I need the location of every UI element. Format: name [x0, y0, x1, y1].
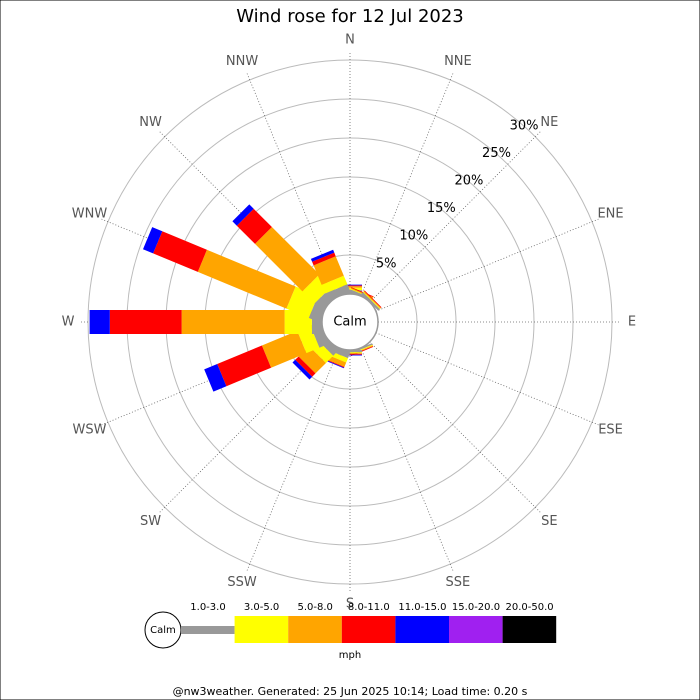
bar-segment	[109, 310, 182, 334]
legend-swatch	[502, 616, 557, 643]
bar-segment	[312, 252, 336, 266]
spoke	[158, 130, 331, 303]
direction-label: NNW	[226, 54, 258, 69]
spoke	[360, 72, 454, 297]
direction-label: NW	[139, 115, 162, 130]
calm-label: Calm	[333, 315, 366, 330]
r-tick-label: 5%	[376, 256, 397, 271]
bar-segment	[153, 231, 207, 272]
direction-label: E	[628, 315, 636, 330]
bar-segment	[313, 256, 344, 285]
spoke	[375, 218, 600, 312]
direction-label: SSE	[446, 575, 471, 590]
bar-segment	[292, 359, 313, 380]
direction-label: SSW	[227, 575, 257, 590]
spoke	[375, 332, 600, 426]
bar-segment	[325, 284, 351, 301]
bar-segment	[204, 364, 227, 392]
legend-label: 20.0-50.0	[506, 602, 554, 613]
bar-segment	[363, 291, 381, 309]
bar-segment	[295, 356, 316, 377]
r-tick-label: 20%	[454, 174, 483, 189]
bar-segment	[261, 330, 307, 368]
direction-label: ENE	[597, 207, 623, 222]
bar-segment	[236, 208, 272, 244]
legend-label: 8.0-11.0	[348, 602, 390, 613]
spoke	[246, 72, 340, 297]
bar-segment	[363, 291, 381, 309]
direction-label: WNW	[72, 207, 108, 222]
r-tick-label: 10%	[399, 229, 428, 244]
spoke	[360, 347, 454, 572]
legend-swatch	[341, 616, 396, 643]
direction-label: NNE	[444, 54, 472, 69]
legend-label: 5.0-8.0	[297, 602, 332, 613]
r-tick-label: 30%	[510, 118, 539, 133]
bar-segment	[143, 227, 163, 254]
legend-swatch	[288, 616, 342, 643]
spoke	[369, 341, 542, 514]
chart-title: Wind rose for 12 Jul 2023	[236, 6, 464, 27]
legend-swatch	[181, 626, 235, 634]
bar-segment	[361, 292, 380, 311]
bar-segment	[364, 290, 382, 308]
direction-label: N	[345, 33, 355, 48]
bar-segment	[232, 204, 254, 226]
spoke	[246, 347, 340, 572]
r-tick-label: 15%	[427, 201, 456, 216]
bar-segment	[197, 249, 296, 309]
direction-label: ESE	[598, 422, 623, 437]
direction-label: SE	[541, 514, 557, 529]
spoke	[158, 341, 331, 514]
bar-segment	[89, 310, 110, 334]
r-tick-label: 25%	[482, 146, 511, 161]
legend-label: 1.0-3.0	[190, 602, 225, 613]
bar-segment	[310, 249, 335, 262]
spoke	[369, 130, 542, 303]
direction-label: SW	[140, 514, 161, 529]
legend-swatch	[395, 616, 449, 643]
bar-segment	[321, 275, 348, 294]
legend-swatch	[449, 616, 503, 643]
calm-circle	[321, 293, 379, 351]
legend-label: 11.0-15.0	[398, 602, 446, 613]
legend-swatch	[234, 616, 289, 643]
unit-label: mph	[339, 650, 361, 661]
bar-segment	[181, 310, 285, 334]
direction-label: WSW	[72, 422, 106, 437]
legend-label: 15.0-20.0	[452, 602, 500, 613]
direction-label: S	[346, 597, 354, 612]
direction-label: W	[62, 315, 75, 330]
legend-calm-label: Calm	[150, 625, 176, 636]
bar-segment	[255, 227, 320, 292]
footer: @nw3weather. Generated: 25 Jun 2025 10:1…	[173, 685, 528, 698]
direction-label: NE	[540, 115, 558, 130]
legend-label: 3.0-5.0	[244, 602, 279, 613]
bar-segment	[217, 345, 272, 387]
